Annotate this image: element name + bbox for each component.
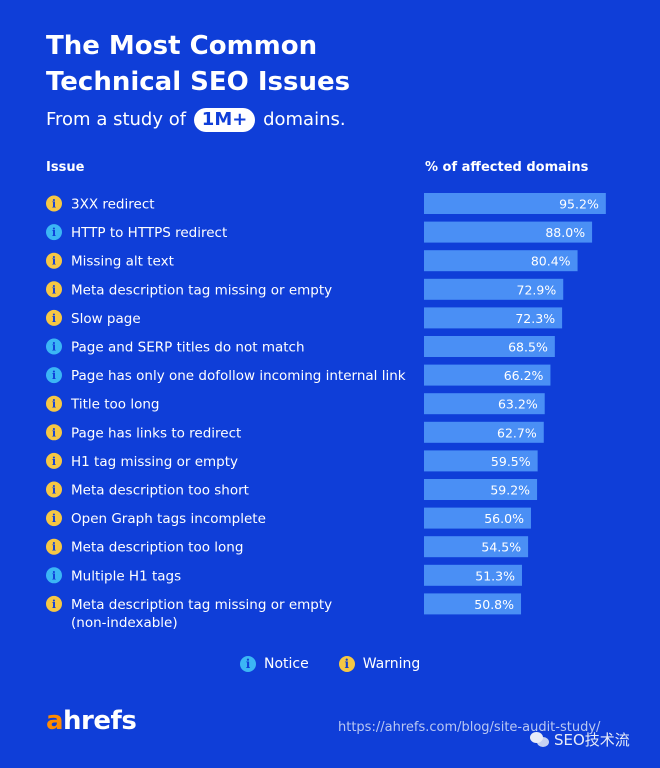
warning-info-icon xyxy=(46,309,62,326)
warning-info-icon: i xyxy=(338,656,355,672)
issue-label: Slow page xyxy=(71,311,141,327)
warning-info-icon xyxy=(46,395,62,412)
bar xyxy=(424,479,538,500)
bar xyxy=(424,593,522,615)
notice-info-icon xyxy=(46,338,62,355)
bar xyxy=(424,250,578,272)
issue-label: Page has links to redirect xyxy=(71,425,241,441)
legend: i Notice i Warning xyxy=(240,656,420,672)
info-icon-glyph: i xyxy=(52,569,56,582)
watermark-text: SEO技术流 xyxy=(554,731,630,749)
bar-value-label: 68.5% xyxy=(508,340,548,355)
issue-label: Multiple H1 tags xyxy=(71,568,181,584)
warning-info-icon xyxy=(46,281,62,298)
bar xyxy=(424,364,551,386)
info-icon-glyph: i xyxy=(52,541,56,554)
bar xyxy=(424,421,544,443)
issue-label: Meta description tag missing or empty xyxy=(71,282,332,298)
subtitle-pre: From a study of xyxy=(46,109,187,130)
info-icon-glyph: i xyxy=(52,255,56,268)
wechat-icon xyxy=(530,731,550,748)
info-icon-glyph: i xyxy=(52,484,56,497)
bar-value-label: 80.4% xyxy=(531,254,571,269)
bar-value-label: 59.2% xyxy=(490,483,530,498)
percent-column-header: % of affected domains xyxy=(425,160,589,175)
issue-column-header: Issue xyxy=(46,160,85,175)
title-line-2: Technical SEO Issues xyxy=(46,67,351,97)
notice-info-icon xyxy=(46,367,62,384)
bar xyxy=(424,564,522,586)
warning-info-icon xyxy=(46,424,62,441)
bar-value-label: 54.5% xyxy=(481,540,521,555)
info-icon-glyph: i xyxy=(52,369,56,382)
bar-value-label: 59.5% xyxy=(491,454,531,469)
bar xyxy=(424,221,593,243)
logo-rest: hrefs xyxy=(63,706,137,736)
ahrefs-logo: ahrefs xyxy=(46,706,137,736)
legend-warning: i Warning xyxy=(338,656,421,672)
issue-label: Meta description too long xyxy=(71,540,243,556)
issue-label: Title too long xyxy=(70,397,159,413)
info-icon-glyph: i xyxy=(52,512,56,525)
info-icon-glyph: i xyxy=(52,226,56,239)
bar-value-label: 95.2% xyxy=(559,197,599,212)
info-icon-glyph: i xyxy=(52,426,56,439)
issue-label: Page and SERP titles do not match xyxy=(71,340,305,356)
bar-value-label: 66.2% xyxy=(504,368,544,383)
subtitle: From a study of 1M+ domains. xyxy=(46,106,346,134)
notice-info-icon: i xyxy=(240,656,256,672)
subtitle-post: domains. xyxy=(263,109,346,130)
legend-notice: i Notice xyxy=(240,656,309,672)
warning-info-icon xyxy=(46,538,62,555)
title-line-1: The Most Common xyxy=(46,31,318,61)
bar-value-label: 63.2% xyxy=(498,397,538,412)
page-title: The Most Common Technical SEO Issues xyxy=(46,28,350,100)
domain-count-pill: 1M+ xyxy=(193,108,256,132)
bar-value-label: 88.0% xyxy=(545,225,585,240)
bar-value-label: 62.7% xyxy=(497,425,537,440)
bar xyxy=(424,193,606,214)
notice-info-icon xyxy=(46,567,62,584)
bar xyxy=(424,450,538,472)
bar xyxy=(424,393,545,415)
source-url[interactable]: https://ahrefs.com/blog/site-audit-study… xyxy=(338,720,601,735)
bar-value-label: 72.9% xyxy=(517,282,557,297)
info-icon-glyph: i xyxy=(52,341,56,354)
info-icon-glyph: i xyxy=(52,455,56,468)
bar-value-label: 50.8% xyxy=(474,597,514,612)
info-icon-glyph: i xyxy=(52,198,56,211)
warning-info-icon xyxy=(46,452,62,469)
issue-label: Page has only one dofollow incoming inte… xyxy=(71,368,406,384)
logo-a: a xyxy=(46,706,64,736)
watermark: SEO技术流 xyxy=(530,729,630,750)
warning-info-icon xyxy=(46,595,62,612)
issue-label: Open Graph tags incomplete xyxy=(71,511,266,527)
bar xyxy=(424,307,563,329)
warning-info-icon xyxy=(46,510,62,527)
legend-notice-label: Notice xyxy=(264,656,309,672)
bar xyxy=(424,278,564,300)
info-icon-glyph: i xyxy=(52,398,56,411)
issue-label: 3XX redirect xyxy=(71,197,155,213)
warning-info-icon xyxy=(46,195,62,212)
warning-info-icon xyxy=(46,252,62,269)
issue-label: HTTP to HTTPS redirect xyxy=(71,225,227,241)
info-icon-glyph: i xyxy=(52,598,56,611)
warning-info-icon xyxy=(46,481,62,498)
issue-label: Meta description tag missing or empty (no… xyxy=(71,597,332,631)
issue-label: Missing alt text xyxy=(71,254,174,270)
issue-label: Meta description too short xyxy=(71,483,249,499)
bar xyxy=(424,536,529,558)
info-icon-glyph: i xyxy=(52,312,56,325)
bar xyxy=(424,507,531,529)
bar xyxy=(424,336,555,357)
legend-warning-label: Warning xyxy=(362,656,421,672)
bar-value-label: 72.3% xyxy=(515,311,555,326)
bar-value-label: 51.3% xyxy=(475,568,515,583)
info-icon-glyph: i xyxy=(52,283,56,296)
bar-value-label: 56.0% xyxy=(484,511,524,526)
notice-info-icon xyxy=(46,224,62,241)
issue-label: H1 tag missing or empty xyxy=(71,454,238,470)
